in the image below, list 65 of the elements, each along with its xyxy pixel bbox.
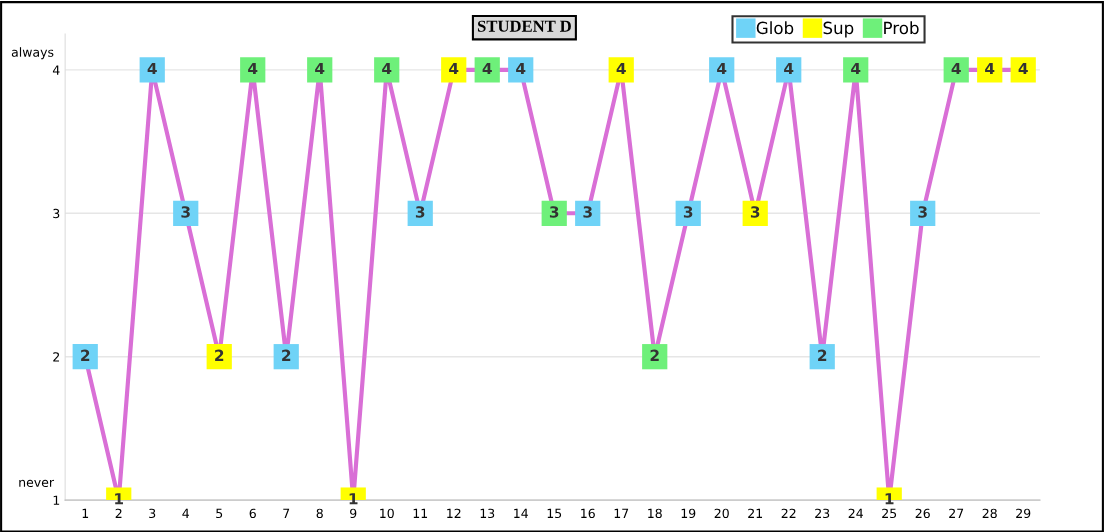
data-label: 4 — [717, 62, 727, 75]
data-label: 4 — [147, 62, 157, 75]
data-label: 4 — [382, 62, 392, 75]
data-label: 3 — [750, 206, 760, 218]
x-tick-label: 8 — [316, 508, 323, 519]
x-tick-label: 13 — [480, 508, 495, 519]
data-label: 2 — [215, 349, 224, 361]
data-label: 4 — [784, 62, 794, 75]
x-tick-label: 2 — [115, 508, 122, 518]
data-label: 2 — [650, 349, 659, 361]
data-label: 4 — [315, 62, 325, 75]
x-tick-label: 12 — [447, 508, 461, 518]
x-tick-label: 29 — [1016, 508, 1031, 519]
data-label: 4 — [516, 62, 526, 75]
y-tick-label: 1 — [53, 495, 60, 505]
data-label: 3 — [549, 206, 559, 218]
text: never — [19, 479, 55, 488]
data-label: 2 — [81, 349, 90, 361]
data-label: 4 — [616, 62, 626, 75]
x-tick-label: 1 — [82, 508, 89, 518]
data-label: 3 — [181, 206, 190, 218]
x-tick-label: 18 — [648, 508, 662, 519]
data-label: 3 — [415, 206, 425, 218]
x-tick-label: 16 — [581, 508, 595, 519]
x-tick-label: 17 — [614, 508, 629, 518]
data-label: 4 — [248, 62, 258, 75]
y-tick-label: 4 — [52, 65, 60, 75]
legend-label: Glob — [756, 21, 794, 35]
x-tick-label: 9 — [350, 508, 357, 519]
x-tick-label: 25 — [882, 508, 897, 519]
x-tick-label: 10 — [380, 508, 394, 519]
x-tick-label: 26 — [915, 508, 930, 519]
data-label: 2 — [282, 349, 291, 361]
x-tick-label: 7 — [283, 508, 290, 518]
x-tick-label: 22 — [781, 508, 796, 518]
x-tick-label: 23 — [815, 508, 830, 519]
data-label: 4 — [1018, 62, 1028, 75]
x-tick-label: 19 — [681, 508, 696, 519]
text: always — [11, 47, 54, 60]
x-tick-label: 24 — [848, 508, 863, 518]
chart-title: STUDENT D — [477, 20, 571, 32]
x-tick-label: 28 — [982, 508, 997, 519]
x-tick-label: 3 — [149, 508, 156, 519]
legend-label: Sup — [823, 21, 854, 38]
y-tick-label: 2 — [53, 352, 60, 362]
data-label: 3 — [583, 206, 592, 218]
x-tick-label: 20 — [714, 508, 729, 519]
data-label: 4 — [951, 62, 961, 75]
legend-label: Prob — [884, 21, 919, 35]
data-label: 4 — [449, 62, 459, 75]
x-tick-label: 11 — [413, 508, 428, 518]
x-tick-label: 14 — [514, 508, 528, 518]
data-label: 2 — [818, 349, 827, 361]
data-label: 3 — [918, 206, 927, 218]
x-tick-label: 27 — [949, 508, 964, 518]
x-tick-label: 6 — [249, 508, 256, 519]
x-tick-label: 4 — [182, 508, 190, 518]
y-tick-label: 3 — [53, 208, 60, 219]
x-tick-label: 5 — [216, 508, 223, 519]
data-label: 4 — [482, 62, 492, 75]
data-label: 3 — [683, 206, 693, 218]
x-tick-label: 15 — [547, 508, 562, 519]
data-label: 4 — [851, 62, 861, 75]
data-label: 4 — [985, 62, 995, 75]
x-tick-label: 21 — [748, 508, 763, 518]
